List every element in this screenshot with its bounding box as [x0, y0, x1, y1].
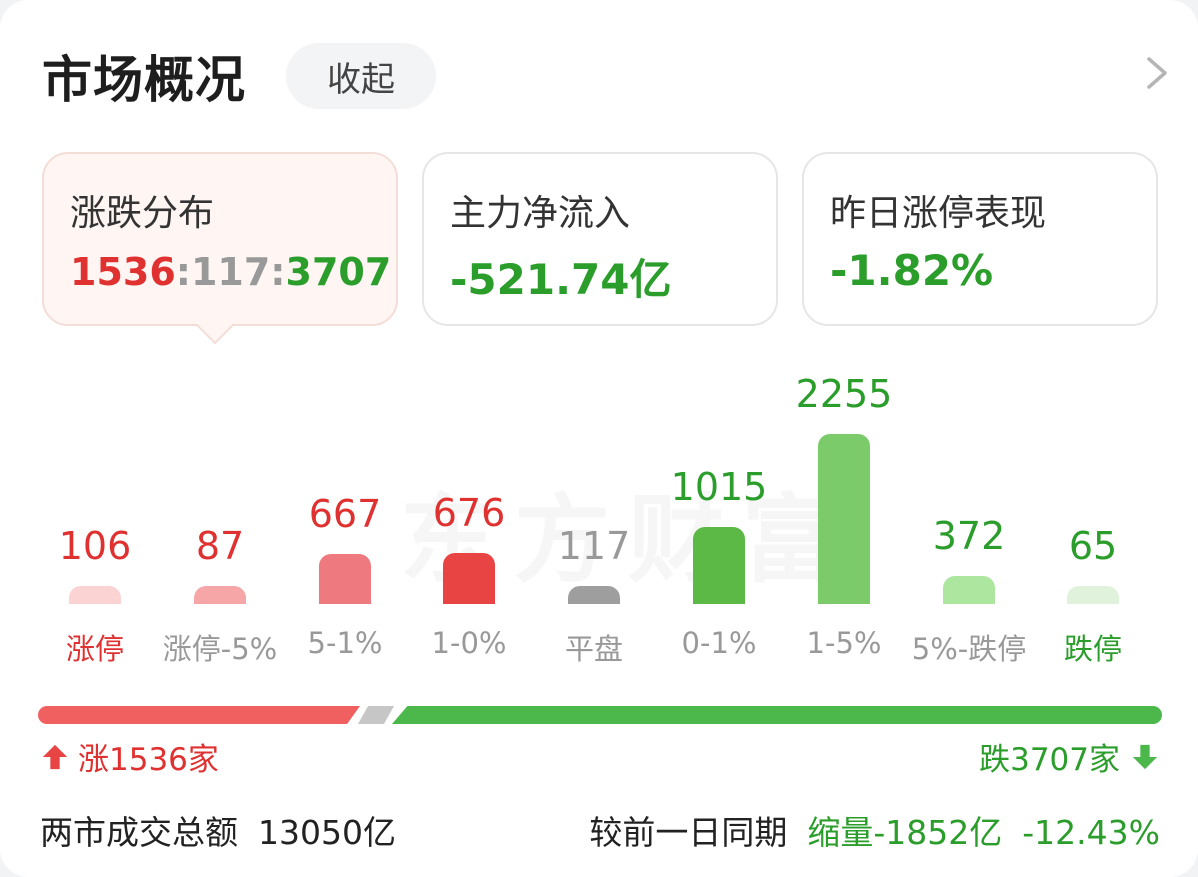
volume-change: 缩量-1852亿 [807, 813, 1003, 852]
bar-column[interactable]: 667 5-1% [290, 360, 400, 680]
bar [818, 434, 870, 604]
tile-rise-fall-distribution[interactable]: 涨跌分布 1536:117:3707 [42, 152, 398, 345]
tile-main-net-inflow[interactable]: 主力净流入 -521.74亿 [422, 152, 778, 326]
bar [194, 586, 246, 604]
bar-category-label: 5%-跌停 [911, 632, 1027, 666]
turnover-total: 两市成交总额 13050亿 [40, 806, 396, 854]
rise-fall-ratio: 1536:117:3707 [70, 250, 391, 294]
arrow-down-icon [1130, 742, 1160, 772]
fall-total-label: 跌3707家 [979, 742, 1120, 778]
bar-category-label: 5-1% [307, 626, 383, 660]
flat-count: 117 [190, 250, 271, 294]
ratio-separator: : [270, 250, 286, 294]
bar-category-label: 平盘 [564, 632, 623, 666]
rise-total: 涨1536家 [40, 734, 219, 779]
tile-label: 涨跌分布 [70, 193, 215, 234]
tile-pointer [196, 307, 234, 345]
rise-total-label: 涨1536家 [78, 742, 219, 778]
bar [69, 586, 121, 604]
bar-column[interactable]: 1015 0-1% [664, 360, 774, 680]
bar-value-label: 667 [308, 492, 382, 536]
fall-count: 3707 [285, 250, 392, 294]
bar-value-label: 87 [195, 524, 245, 568]
ratio-separator: : [175, 250, 191, 294]
fall-total: 跌3707家 [979, 734, 1160, 779]
bar-value-label: 676 [432, 491, 506, 535]
bar-category-label: 0-1% [681, 626, 757, 660]
bar [943, 576, 995, 604]
net-inflow-value: -521.74亿 [450, 255, 672, 304]
distribution-bar-chart: 106 涨停 87 涨停-5% 667 5-1% 676 1-0% 117 平盘 1015 0-1% 2… [40, 360, 1160, 680]
bar [319, 554, 371, 604]
page-title: 市场概况 [42, 51, 246, 109]
arrow-up-icon [40, 742, 70, 772]
limit-up-performance-value: -1.82% [830, 246, 994, 295]
ratio-segment-down [392, 706, 1162, 724]
bar-value-label: 65 [1068, 524, 1118, 568]
bar-value-label: 117 [557, 524, 631, 568]
bar-column[interactable]: 2255 1-5% [789, 360, 899, 680]
bar-value-label: 372 [932, 514, 1006, 558]
bar [568, 586, 620, 604]
collapse-button[interactable]: 收起 [286, 43, 436, 109]
tile-yesterday-limit-up[interactable]: 昨日涨停表现 -1.82% [802, 152, 1158, 326]
rise-fall-ratio-bar [38, 706, 1162, 724]
turnover-compare: 较前一日同期 缩量-1852亿 -12.43% [589, 806, 1160, 854]
bar-category-label: 涨停 [65, 632, 124, 666]
turnover-row: 两市成交总额 13050亿 较前一日同期 缩量-1852亿 -12.43% [40, 806, 1160, 852]
bar [443, 553, 495, 604]
bar-column[interactable]: 117 平盘 [539, 360, 649, 680]
ratio-segment-up [38, 706, 360, 724]
bar [693, 527, 745, 604]
bar-value-label: 106 [58, 524, 132, 568]
bar-category-label: 1-5% [806, 626, 882, 660]
bar-category-label: 跌停 [1063, 632, 1122, 666]
tile-label: 主力净流入 [450, 193, 631, 234]
turnover-amount: 13050亿 [258, 813, 396, 852]
tile-label: 昨日涨停表现 [830, 193, 1047, 234]
ratio-segment-flat [358, 706, 394, 724]
bar-column[interactable]: 87 涨停-5% [163, 360, 277, 680]
rise-fall-counts: 涨1536家 跌3707家 [40, 734, 1160, 778]
bar-column[interactable]: 65 跌停 [1038, 360, 1148, 680]
bar-value-label: 2255 [795, 372, 893, 416]
card-header: 市场概况 收起 [42, 40, 436, 112]
turnover-label: 两市成交总额 [40, 813, 238, 852]
chevron-right-icon[interactable] [1142, 57, 1172, 89]
bar-column[interactable]: 372 5%-跌停 [912, 360, 1026, 680]
bar-category-label: 涨停-5% [162, 632, 278, 666]
bar-value-label: 1015 [670, 465, 768, 509]
compare-label: 较前一日同期 [589, 813, 788, 852]
summary-tiles: 涨跌分布 1536:117:3707 主力净流入 -521.74亿 昨日涨停表现… [42, 152, 1158, 345]
bar [1067, 586, 1119, 604]
rise-count: 1536 [70, 250, 176, 294]
bar-column[interactable]: 676 1-0% [414, 360, 524, 680]
bar-category-label: 1-0% [431, 626, 507, 660]
volume-change-pct: -12.43% [1022, 813, 1160, 852]
bar-column[interactable]: 106 涨停 [40, 360, 150, 680]
